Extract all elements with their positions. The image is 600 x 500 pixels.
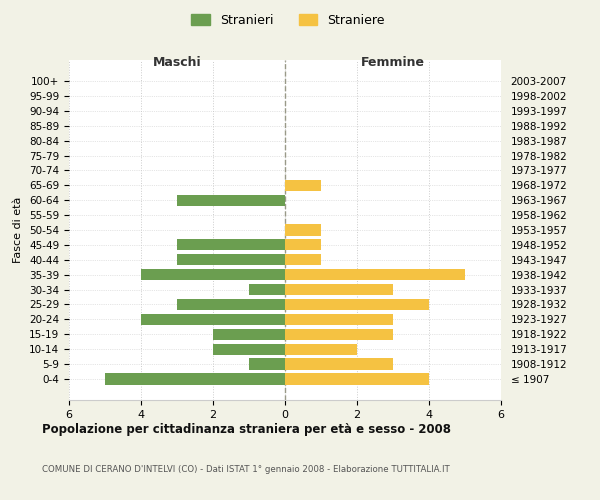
- Bar: [177, 240, 285, 250]
- Bar: [249, 284, 285, 295]
- Bar: [177, 299, 285, 310]
- Bar: [141, 314, 285, 325]
- Bar: [177, 254, 285, 266]
- Bar: [285, 180, 321, 191]
- Text: Popolazione per cittadinanza straniera per età e sesso - 2008: Popolazione per cittadinanza straniera p…: [42, 422, 451, 436]
- Bar: [285, 344, 357, 355]
- Text: Maschi: Maschi: [152, 56, 202, 69]
- Bar: [285, 358, 393, 370]
- Bar: [285, 374, 429, 384]
- Bar: [285, 224, 321, 235]
- Bar: [285, 254, 321, 266]
- Bar: [285, 269, 465, 280]
- Bar: [285, 328, 393, 340]
- Bar: [177, 194, 285, 206]
- Bar: [249, 358, 285, 370]
- Legend: Stranieri, Straniere: Stranieri, Straniere: [186, 8, 390, 32]
- Text: Femmine: Femmine: [361, 56, 425, 69]
- Bar: [285, 240, 321, 250]
- Text: COMUNE DI CERANO D'INTELVI (CO) - Dati ISTAT 1° gennaio 2008 - Elaborazione TUTT: COMUNE DI CERANO D'INTELVI (CO) - Dati I…: [42, 466, 450, 474]
- Bar: [141, 269, 285, 280]
- Y-axis label: Fasce di età: Fasce di età: [13, 197, 23, 263]
- Bar: [285, 314, 393, 325]
- Bar: [213, 328, 285, 340]
- Bar: [213, 344, 285, 355]
- Bar: [285, 299, 429, 310]
- Bar: [285, 284, 393, 295]
- Bar: [105, 374, 285, 384]
